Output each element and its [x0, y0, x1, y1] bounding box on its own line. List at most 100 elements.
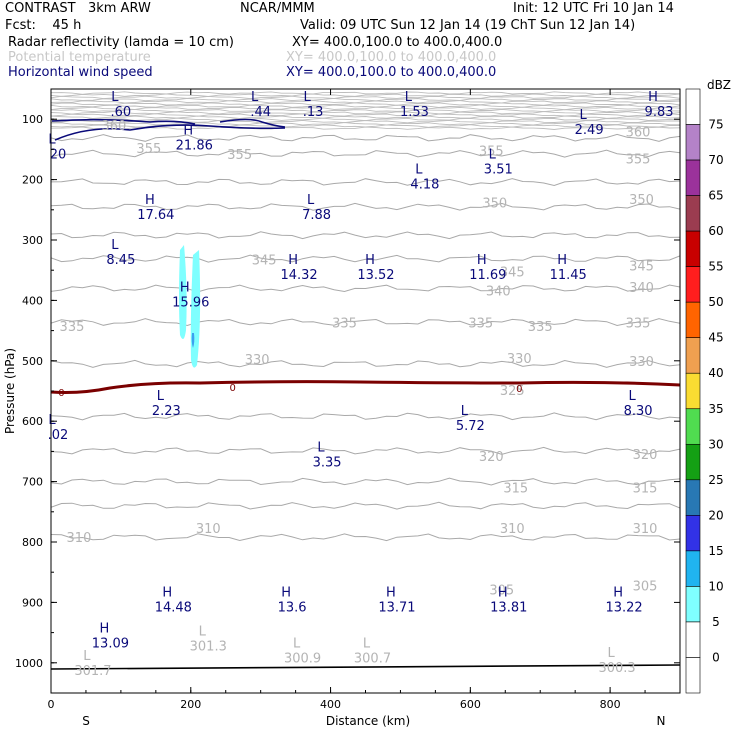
theta-line [51, 202, 680, 211]
theta-label: 310 [500, 522, 525, 537]
wind-contour-20 [54, 124, 286, 141]
colorbar-tick-label: 5 [712, 615, 720, 629]
theta-label: 355 [626, 152, 651, 167]
wind-extremum-marker: H [145, 193, 155, 208]
x-axis-label: Distance (km) [326, 714, 410, 728]
theta-line [51, 359, 680, 368]
zero-contour-label: 0 [58, 388, 64, 399]
wind-extremum-marker: H [100, 622, 110, 637]
colorbar-unit: dBZ [707, 78, 731, 92]
surface-line [51, 664, 680, 670]
theta-line [51, 254, 680, 263]
theta-label: 330 [629, 355, 654, 370]
theta-extremum-value: 300.3 [598, 661, 635, 676]
theta-label: 305 [633, 579, 658, 594]
colorbar-swatch [685, 443, 701, 481]
colorbar-swatch [685, 408, 701, 445]
theta-line [51, 533, 680, 542]
theta-label: 355 [136, 142, 161, 157]
theta-line [51, 133, 680, 142]
theta-line [51, 178, 680, 187]
theta-line-upper [51, 108, 680, 113]
theta-label: 335 [528, 320, 553, 335]
field-wind-name: Horizontal wind speed [8, 65, 153, 80]
wind-extremum-value: 14.48 [155, 600, 192, 615]
wind-extremum-marker: L [580, 108, 588, 123]
colorbar-swatch [685, 337, 701, 374]
wind-extremum-marker: L [251, 90, 259, 105]
y-tick-label: 600 [22, 415, 43, 428]
wind-extremum-value: 2.23 [152, 404, 181, 419]
wind-extremum-marker: L [48, 132, 56, 147]
theta-line [51, 149, 680, 158]
field-wind-xy: XY= 400.0,100.0 to 400.0,400.0 [286, 65, 497, 80]
wind-extremum-value: .44 [250, 105, 271, 120]
y-tick-label: 200 [22, 174, 43, 187]
wind-extremum-value: 11.69 [469, 268, 506, 283]
wind-extremum-value: 13.09 [92, 637, 129, 652]
colorbar-swatch [685, 657, 701, 694]
theta-label: 335 [332, 317, 357, 332]
wind-contours [51, 118, 680, 670]
init-time: Init: 12 UTC Fri 10 Jan 14 [513, 1, 674, 16]
theta-label: 305 [489, 584, 514, 599]
wind-extremum-marker: H [557, 253, 567, 268]
colorbar-swatch [685, 515, 701, 552]
wind-extremum-marker: H [613, 585, 623, 600]
wind-extremum-value: 13.22 [605, 600, 642, 615]
wind-extremum-value: 21.86 [176, 138, 213, 153]
wind-extremum-marker: L [317, 440, 325, 455]
colorbar-swatch [685, 372, 701, 410]
colorbar-tick-label: 50 [708, 295, 723, 309]
theta-label: 360 [626, 125, 651, 140]
field-theta-xy: XY= 400.0,100.0 to 400.0,400.0 [286, 50, 497, 65]
wind-extremum-value: 13.71 [378, 600, 415, 615]
theta-extremum-value: 300.7 [354, 652, 391, 667]
wind-extremum-marker: L [489, 147, 497, 162]
wind-extremum-value: 11.45 [550, 268, 587, 283]
y-tick-label: 400 [22, 294, 43, 307]
theta-label: 320 [479, 450, 504, 465]
theta-label: 335 [468, 317, 493, 332]
theta-label: 335 [626, 317, 651, 332]
theta-label: 355 [479, 145, 504, 160]
wind-extremum-marker: H [288, 253, 298, 268]
theta-label: 335 [60, 320, 85, 335]
theta-line [51, 318, 680, 327]
colorbar-tick-label: 0 [712, 650, 720, 664]
colorbar-tick-label: 40 [708, 366, 723, 380]
colorbar-tick-label: 35 [708, 402, 723, 416]
theta-line [51, 284, 680, 293]
theta-extremum-marker: L [607, 646, 615, 661]
wind-extremum-marker: H [281, 585, 291, 600]
wind-extremum-value: 9.83 [645, 105, 674, 120]
wind-extremum-marker: L [303, 90, 311, 105]
colorbar-tick-label: 75 [708, 118, 723, 132]
forecast-hour: Fcst: 45 h [5, 18, 82, 33]
wind-extremum-marker: H [183, 123, 193, 138]
wind-extremum-value: 5.72 [456, 419, 485, 434]
wind-extremum-marker: L [111, 90, 119, 105]
wind-extremum-value: 2.49 [575, 123, 604, 138]
field-theta-name: Potential temperature [8, 50, 151, 65]
wind-extremum-value: 13.52 [357, 268, 394, 283]
y-tick-label: 800 [22, 536, 43, 549]
wind-contour-20 [219, 118, 286, 128]
theta-line-upper [51, 97, 680, 102]
wind-extremum-value: 14.32 [280, 268, 317, 283]
wind-extremum-marker: L [628, 389, 636, 404]
wind-extremum-marker: L [415, 163, 423, 178]
wind-extremum-value: .60 [111, 105, 132, 120]
field-reflectivity-name: Radar reflectivity (lamda = 10 cm) [8, 35, 234, 50]
colorbar-tick-label: 65 [708, 189, 723, 203]
theta-extremum-marker: L [199, 625, 207, 640]
theta-line-upper [51, 106, 680, 111]
theta-label: 310 [633, 522, 658, 537]
org-label: NCAR/MMM [240, 1, 315, 16]
y-tick-label: 900 [22, 596, 43, 609]
wind-extremum-value: .13 [303, 105, 324, 120]
theta-line-upper [51, 100, 680, 104]
theta-label: 350 [629, 193, 654, 208]
wind-contour-zero [51, 380, 680, 394]
